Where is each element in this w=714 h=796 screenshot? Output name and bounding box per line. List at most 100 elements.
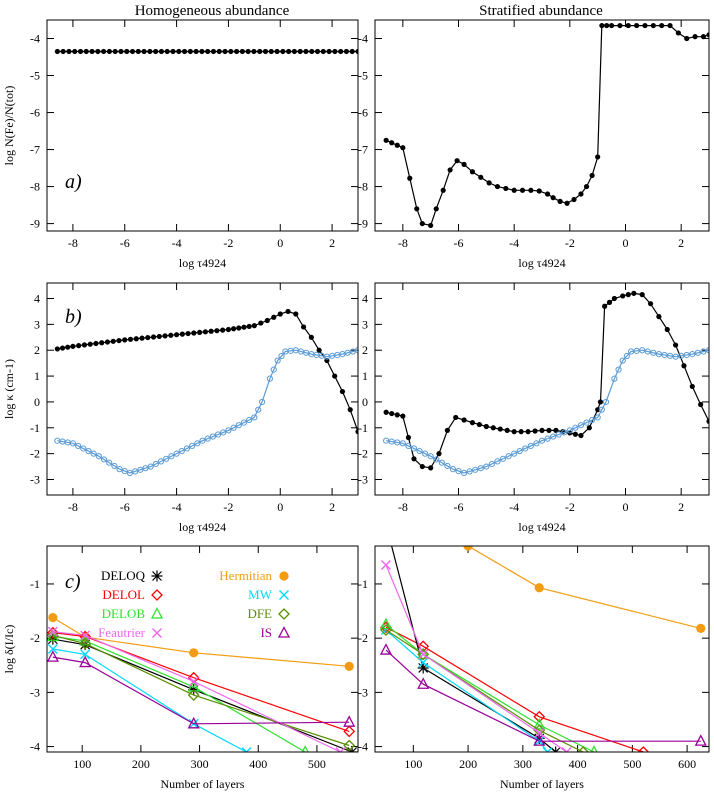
data-point <box>204 435 211 442</box>
data-point <box>79 637 92 650</box>
data-point <box>469 169 476 175</box>
data-point <box>48 612 58 623</box>
data-point <box>286 48 292 55</box>
legend-label: Feautrier <box>98 625 146 640</box>
data-point <box>694 734 707 746</box>
data-point <box>694 349 701 356</box>
y-tick-label: 1 <box>362 369 368 383</box>
data-point <box>111 462 118 470</box>
data-point <box>135 48 141 55</box>
data-point <box>525 429 531 435</box>
data-point <box>214 328 220 334</box>
data-point <box>637 746 650 752</box>
data-point <box>625 292 631 298</box>
x-tick-label: -2 <box>223 236 233 250</box>
x-axis-label: log τ4924 <box>179 520 226 534</box>
data-point <box>463 546 473 551</box>
data-point <box>494 183 501 190</box>
data-point <box>400 413 406 419</box>
data-point <box>124 48 130 55</box>
x-axis-label: log τ4924 <box>518 520 565 534</box>
data-point <box>698 401 704 408</box>
data-point <box>194 440 201 447</box>
data-point <box>383 137 389 143</box>
y-tick-label: 3 <box>362 317 368 331</box>
data-point <box>118 48 124 55</box>
data-point <box>162 333 168 339</box>
data-point <box>316 347 322 353</box>
data-point <box>477 465 484 472</box>
data-point <box>259 398 266 406</box>
data-point <box>555 431 562 438</box>
y-axis-label: log δ(I/Ic) <box>2 625 16 674</box>
data-point <box>411 456 417 462</box>
y-tick-label: -8 <box>358 180 368 194</box>
series-line-continuum-opacity <box>386 349 709 474</box>
data-point <box>79 655 92 668</box>
data-point <box>389 140 395 146</box>
y-tick-label: -2 <box>358 631 368 645</box>
data-point <box>47 626 59 639</box>
data-point <box>557 198 563 204</box>
data-point <box>490 425 496 431</box>
data-point <box>47 650 59 662</box>
data-point <box>236 325 242 331</box>
panel-c-homogeneous: 100 200 300 400 500 -4 -3 -2 -1 Number of layers l… <box>2 545 359 791</box>
data-point <box>578 191 584 197</box>
series-line-feautrier <box>385 564 567 752</box>
x-tick-label: -8 <box>68 500 78 514</box>
x-tick-label: -6 <box>454 500 464 514</box>
data-point <box>689 383 695 390</box>
data-point <box>176 48 182 55</box>
data-point <box>604 22 610 29</box>
data-point <box>595 154 601 160</box>
data-point <box>231 326 237 332</box>
data-point <box>544 191 551 197</box>
data-point <box>538 437 546 444</box>
data-point <box>216 48 222 55</box>
data-point <box>625 22 631 29</box>
data-point <box>706 418 709 424</box>
data-point <box>511 187 517 193</box>
data-point <box>303 48 309 55</box>
data-point <box>187 716 200 729</box>
plot-frame <box>374 19 710 232</box>
data-point <box>291 48 298 55</box>
data-point <box>152 460 159 468</box>
data-point <box>405 434 411 441</box>
plot-area <box>379 546 707 752</box>
data-point <box>597 399 604 405</box>
data-point <box>127 336 134 342</box>
data-point <box>189 648 199 658</box>
data-point <box>349 48 355 55</box>
data-point <box>422 450 429 457</box>
data-point <box>104 339 111 345</box>
y-tick-label: -6 <box>358 106 368 120</box>
data-point <box>410 445 418 452</box>
x-tick-label: 200 <box>132 757 150 771</box>
y-axis-label: log κ (cm-1) <box>2 359 16 419</box>
panels: -8 -6 -4 -2 0 2 -9 -8 -7 -6 -5 -4 log τ4924 log N(Fe)… <box>2 19 710 791</box>
data-point <box>235 422 242 429</box>
data-point <box>461 417 467 423</box>
panel-c-stratified: 100 200 300 400 500 600 -4 -3 -2 -1 Number of laye… <box>358 545 710 791</box>
x-tick-label: -2 <box>223 500 233 514</box>
data-point <box>407 175 413 181</box>
data-point <box>417 677 430 689</box>
data-point <box>611 375 618 382</box>
data-point <box>503 185 509 192</box>
data-point <box>47 633 59 645</box>
plot-frame <box>374 282 710 496</box>
data-point <box>179 331 185 337</box>
plot-frame <box>46 19 359 232</box>
y-tick-label: -7 <box>30 143 40 157</box>
x-tick-label: 0 <box>623 500 629 514</box>
data-point <box>245 48 251 55</box>
data-point <box>483 423 489 430</box>
data-point <box>241 324 247 330</box>
data-point <box>611 295 617 302</box>
data-point <box>173 450 180 457</box>
data-point <box>449 466 457 473</box>
data-point <box>258 320 264 326</box>
panel-label: c) <box>65 571 81 593</box>
